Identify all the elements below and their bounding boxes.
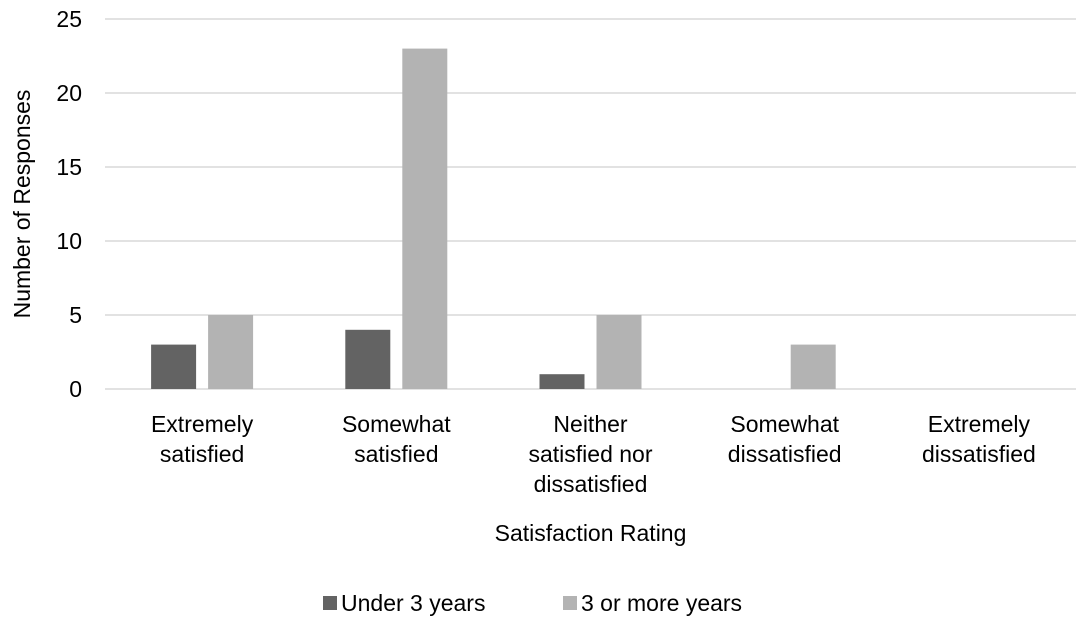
legend-item: 3 or more years (563, 590, 742, 616)
x-tick-label-line: Extremely (928, 411, 1031, 437)
x-tick-label-line: dissatisfied (728, 441, 842, 467)
y-tick-label: 10 (56, 228, 82, 254)
x-tick-label: Somewhat satisfied (342, 411, 451, 467)
x-tick-label-line: dissatisfied (922, 441, 1036, 467)
legend-label: Under 3 years (341, 590, 485, 616)
y-tick-label: 5 (69, 302, 82, 328)
x-tick-label: Extremely satisfied (151, 411, 254, 467)
y-tick-label: 25 (56, 6, 82, 32)
legend-label: 3 or more years (581, 590, 742, 616)
x-tick-label-line: Neither (553, 411, 627, 437)
x-tick-label-line: dissatisfied (534, 471, 648, 497)
bar (790, 344, 836, 389)
x-tick-label-line: Somewhat (730, 411, 839, 437)
bar (539, 374, 585, 389)
x-tick-label-line: satisfied (354, 441, 438, 467)
legend-swatch (323, 596, 337, 610)
x-tick-label-line: satisfied nor (528, 441, 652, 467)
x-axis-category-labels: Extremely satisfied Somewhat satisfied Neith… (151, 411, 1036, 497)
bar (208, 315, 254, 389)
legend-item: Under 3 years (323, 590, 485, 616)
x-tick-label: Neither satisfied nor dissatisfied (528, 411, 652, 497)
bar (151, 344, 197, 389)
x-tick-label-line: Somewhat (342, 411, 451, 437)
x-axis-title: Satisfaction Rating (495, 520, 687, 546)
legend: Under 3 years 3 or more years (323, 590, 742, 616)
y-axis-tick-labels: 0 5 10 15 20 25 (56, 6, 82, 402)
bars (151, 48, 836, 389)
bar (345, 329, 391, 389)
gridlines (105, 18, 1076, 390)
x-tick-label-line: satisfied (160, 441, 244, 467)
y-axis-title: Number of Responses (9, 90, 35, 319)
legend-swatch (563, 596, 577, 610)
y-tick-label: 0 (69, 376, 82, 402)
x-tick-label: Extremely dissatisfied (922, 411, 1036, 467)
y-tick-label: 15 (56, 154, 82, 180)
x-tick-label-line: Extremely (151, 411, 254, 437)
bar (402, 48, 448, 389)
x-tick-label: Somewhat dissatisfied (728, 411, 842, 467)
bar (596, 315, 642, 389)
y-tick-label: 20 (56, 80, 82, 106)
